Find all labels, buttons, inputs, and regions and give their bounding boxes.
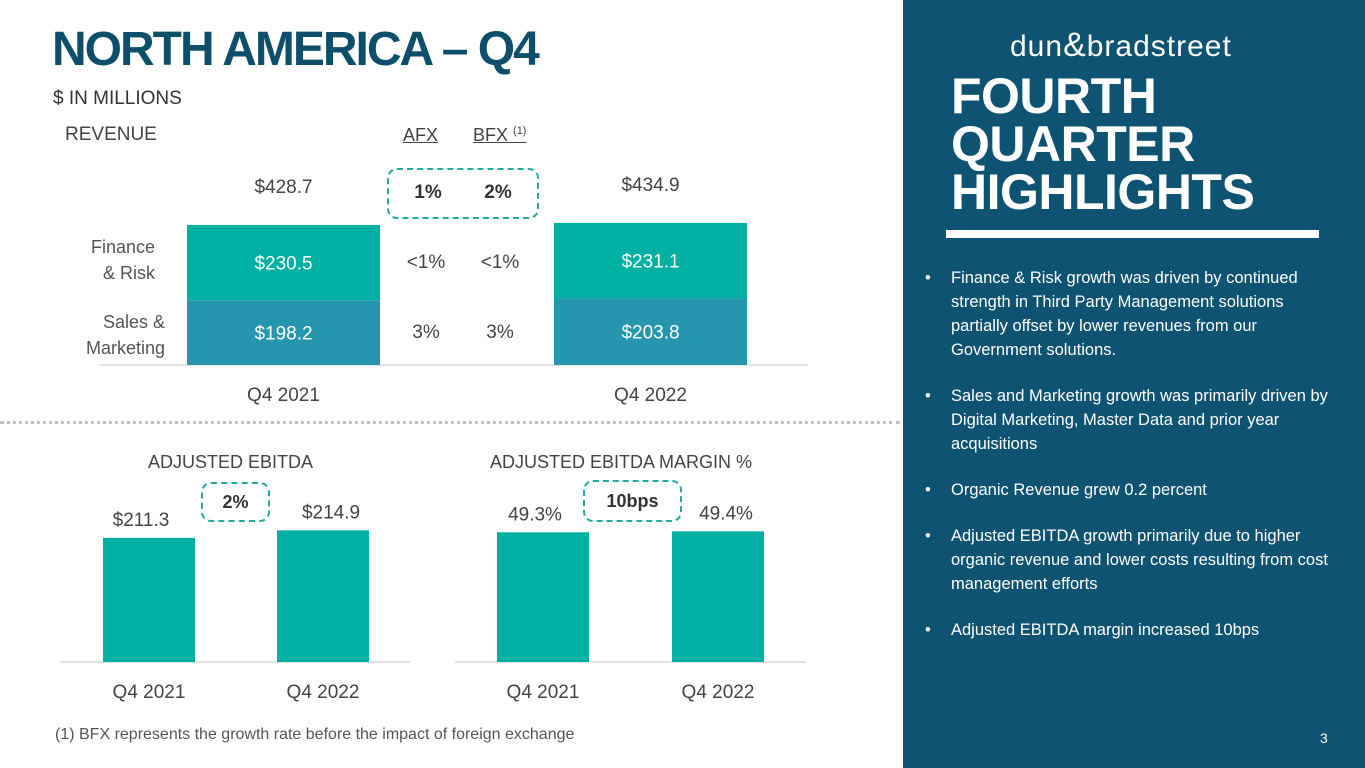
margin-growth-highlight-box (583, 480, 682, 522)
data-label-total: $434.9 (621, 175, 679, 196)
margin-data-label: 49.3% (508, 504, 562, 525)
highlights-heading-line1: FOURTH (951, 68, 1157, 124)
sales-marketing-label-line2: Marketing (85, 338, 165, 358)
highlights-heading: FOURTH QUARTER HIGHLIGHTS (951, 68, 1255, 220)
margin-data-label: 49.4% (699, 503, 753, 524)
finance-risk-label-line1: Finance (90, 237, 155, 257)
bfx-header: BFX (1) (473, 125, 526, 146)
x-tick-label: Q4 2022 (614, 385, 687, 406)
finance-risk-label-line2: & Risk (102, 263, 155, 283)
margin-x-tick-label: Q4 2022 (682, 682, 755, 703)
units-subtitle: $ IN MILLIONS (53, 88, 182, 109)
ebitda-chart-title: ADJUSTED EBITDA (148, 452, 314, 472)
total-growth-highlight-box (387, 168, 539, 219)
revenue-label: REVENUE (65, 124, 157, 145)
sales-marketing-label: Sales & Marketing (60, 309, 165, 361)
x-tick-label: Q4 2021 (247, 385, 320, 406)
finance-afx-growth: <1% (406, 252, 446, 273)
bar-sales-marketing (554, 298, 747, 365)
ebitda-x-tick-label: Q4 2022 (287, 682, 360, 703)
footnote: (1) BFX represents the growth rate befor… (55, 726, 575, 743)
margin-bar (497, 532, 589, 662)
ebitda-data-label: $214.9 (302, 502, 360, 523)
ebitda-data-label: $211.3 (113, 510, 170, 531)
highlights-list: Finance & Risk growth was driven by cont… (925, 266, 1345, 664)
logo-ampersand: & (1063, 26, 1087, 64)
bfx-header-text: BFX (473, 125, 509, 145)
highlight-bullet: Organic Revenue grew 0.2 percent (925, 478, 1345, 502)
data-label-finance-risk: $230.5 (254, 254, 312, 275)
section-divider (0, 421, 900, 424)
margin-x-tick-label: Q4 2021 (507, 682, 580, 703)
ebitda-growth-value: 2% (222, 492, 249, 512)
heading-underline-bar (946, 230, 1319, 238)
finance-bfx-growth: <1% (480, 252, 520, 273)
highlight-bullet: Adjusted EBITDA margin increased 10bps (925, 618, 1345, 642)
highlight-bullet: Finance & Risk growth was driven by cont… (925, 266, 1345, 362)
data-label-finance-risk: $231.1 (621, 252, 679, 273)
total-bfx-growth: 2% (484, 182, 512, 203)
sales-bfx-growth: 3% (486, 322, 514, 343)
bar-finance-risk (554, 222, 747, 299)
margin-bar (672, 531, 764, 662)
sales-afx-growth: 3% (412, 322, 440, 343)
logo-text-bradstreet: bradstreet (1086, 30, 1232, 63)
highlights-heading-line2: QUARTER (951, 116, 1195, 172)
page-title: NORTH AMERICA – Q4 (52, 23, 540, 76)
highlight-bullet: Sales and Marketing growth was primarily… (925, 384, 1345, 456)
ebitda-bar (277, 530, 369, 662)
highlight-bullet: Adjusted EBITDA growth primarily due to … (925, 524, 1345, 596)
total-afx-growth: 1% (414, 182, 442, 203)
margin-chart-title: ADJUSTED EBITDA MARGIN % (490, 452, 753, 472)
company-logo: dun&bradstreet (1010, 26, 1232, 65)
logo-text-dun: dun (1010, 30, 1064, 63)
finance-risk-label: Finance & Risk (60, 234, 155, 286)
data-label-sales-marketing: $198.2 (254, 324, 312, 345)
ebitda-bar (103, 537, 195, 662)
data-label-sales-marketing: $203.8 (621, 323, 679, 344)
bfx-footnote-ref: (1) (513, 125, 527, 137)
ebitda-growth-highlight-box (201, 482, 270, 522)
afx-header: AFX (403, 125, 439, 145)
revenue-stacked-chart: $198.2 $230.5 $428.7 Q4 2021 $203.8 $231.1 $43… (100, 175, 808, 406)
sales-marketing-label-line1: Sales & (102, 312, 165, 332)
data-label-total: $428.7 (254, 177, 312, 198)
margin-growth-value: 10bps (606, 491, 659, 511)
bar-sales-marketing (187, 300, 380, 365)
highlights-heading-line3: HIGHLIGHTS (951, 164, 1255, 220)
page-number: 3 (1320, 730, 1328, 746)
bar-finance-risk (187, 224, 380, 301)
ebitda-charts: $211.3 Q4 2021 $214.9 Q4 2022 49.3% Q4 2021 49… (60, 502, 806, 703)
ebitda-x-tick-label: Q4 2021 (113, 682, 186, 703)
